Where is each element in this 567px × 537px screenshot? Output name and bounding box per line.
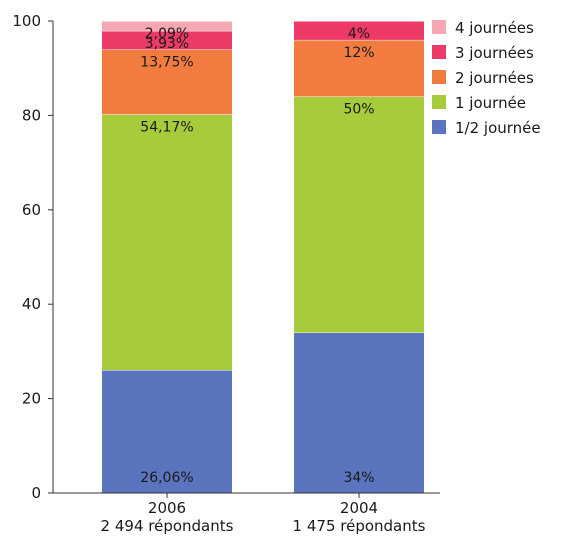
y-tick-label: 100 <box>12 12 41 30</box>
bar-segment <box>102 21 232 31</box>
legend-swatch <box>432 120 446 134</box>
data-label: 3,93% <box>145 36 189 52</box>
data-label: 54,17% <box>140 119 193 135</box>
category-label: 2006 <box>148 499 186 517</box>
y-axis: 0 20 40 60 80 100 <box>12 12 54 502</box>
category-sublabel: 1 475 répondants <box>293 517 426 535</box>
data-label: 26,06% <box>140 470 193 486</box>
bar-segment <box>294 39 424 97</box>
data-label: 13,75% <box>140 54 193 70</box>
legend: 4 journées 3 journées 2 journées 1 journée 1… <box>432 19 541 137</box>
legend-label: 1 journée <box>455 94 526 112</box>
bar-segment <box>294 21 424 40</box>
bar-segment <box>102 30 232 50</box>
legend-label: 4 journées <box>455 19 534 37</box>
category-sublabel: 2 494 répondants <box>101 517 234 535</box>
legend-label: 3 journées <box>455 44 534 62</box>
legend-swatch <box>432 20 446 34</box>
category-label: 2004 <box>340 499 378 517</box>
legend-swatch <box>432 70 446 84</box>
legend-swatch <box>432 45 446 59</box>
y-tick-label: 0 <box>31 484 41 502</box>
y-tick-label: 80 <box>22 106 41 124</box>
data-label: 12% <box>343 45 374 61</box>
bar-segment <box>294 332 424 493</box>
bars: 26,06% 54,17% 13,75% 3,93%2,09% 34% 50% 12% 4% <box>102 20 424 493</box>
bar-segment <box>102 114 232 370</box>
data-label: 50% <box>343 102 374 118</box>
legend-label: 2 journées <box>455 69 534 87</box>
legend-label: 1/2 journée <box>455 119 541 137</box>
data-label: 4% <box>348 26 370 42</box>
data-label: 2,09% <box>145 26 189 42</box>
y-tick-label: 40 <box>22 295 41 313</box>
legend-swatch <box>432 95 446 109</box>
bar-segment <box>102 369 232 493</box>
bar-segment <box>102 49 232 115</box>
y-tick-label: 20 <box>22 390 41 408</box>
data-label: 34% <box>343 470 374 486</box>
bar-segment <box>294 96 424 333</box>
y-tick-label: 60 <box>22 201 41 219</box>
